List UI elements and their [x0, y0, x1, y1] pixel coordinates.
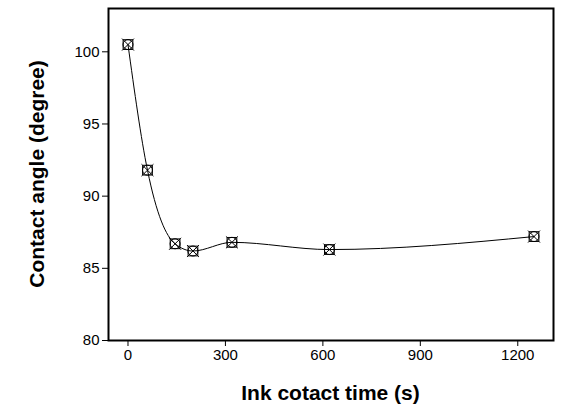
svg-text:0: 0: [124, 346, 132, 363]
svg-text:600: 600: [310, 346, 335, 363]
svg-text:80: 80: [83, 331, 100, 348]
svg-text:100: 100: [74, 43, 99, 60]
svg-text:90: 90: [83, 187, 100, 204]
svg-text:95: 95: [83, 115, 100, 132]
svg-text:Ink cotact time (s): Ink cotact time (s): [241, 381, 420, 404]
svg-text:900: 900: [408, 346, 433, 363]
svg-text:300: 300: [213, 346, 238, 363]
svg-text:Contact angle (degree): Contact angle (degree): [25, 60, 48, 288]
svg-text:85: 85: [83, 259, 100, 276]
svg-text:1200: 1200: [501, 346, 534, 363]
